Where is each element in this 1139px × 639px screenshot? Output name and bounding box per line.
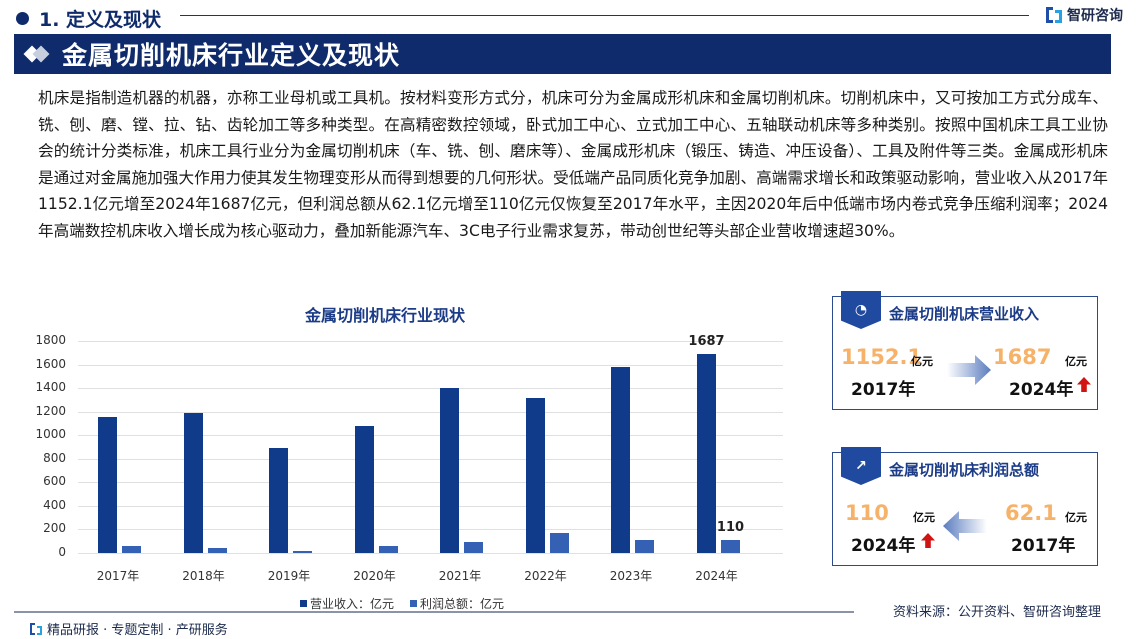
y-axis-tick: 0: [58, 545, 66, 559]
profit-bar: [378, 545, 398, 553]
y-axis-tick: 1600: [35, 356, 66, 371]
profit-bar: [549, 533, 569, 553]
revenue-bar: [696, 354, 716, 553]
y-axis-tick: 1400: [35, 380, 66, 395]
bar-chart: 0 200 400 600 800 1000 1200 1400 1600 1800 2017年 20…: [30, 330, 790, 620]
revenue-bar: [98, 417, 117, 553]
revenue-bar: [183, 412, 203, 553]
gridline: [78, 458, 783, 460]
revenue-2017-value: 1152.1: [841, 345, 923, 369]
legend-label: 利润总额：亿元: [420, 597, 505, 611]
gridline: [78, 482, 783, 484]
x-axis-label: 2017年: [96, 569, 140, 583]
data-label: 1687: [688, 334, 725, 350]
legend-item-revenue: 营业收入：亿元: [300, 595, 394, 612]
revenue-bar: [525, 398, 545, 553]
y-axis-tick: 1200: [35, 403, 66, 418]
footer-divider: [14, 611, 854, 613]
brand-logo-icon: [30, 622, 42, 635]
description-paragraph: 机床是指制造机器的机器，亦称工业母机或工具机。按材料变形方式分，机床可分为金属成…: [38, 89, 1108, 240]
profit-summary-card: ↗ 金属切削机床利润总额 110 亿元 2024年 62.1 亿元 2017年: [832, 447, 1098, 566]
x-axis-label: 2024年: [695, 569, 738, 583]
x-axis-label: 2019年: [267, 569, 311, 583]
x-axis-label: 2020年: [353, 569, 396, 583]
card-title: 金属切削机床营业收入: [889, 305, 1040, 323]
unit-label: 亿元: [1065, 511, 1087, 524]
profit-bar: [293, 550, 312, 553]
year-label: 2024年: [1009, 380, 1074, 400]
section-divider: [180, 15, 1029, 16]
brand-logo: 智研咨询: [1046, 5, 1123, 25]
unit-label: 亿元: [911, 355, 933, 368]
title-banner: 金属切削机床行业定义及现状: [14, 34, 1111, 74]
pie-chart-icon: ◔: [841, 291, 881, 329]
y-axis-tick: 800: [43, 450, 66, 465]
y-axis-tick: 600: [43, 474, 66, 489]
gridline: [78, 364, 783, 366]
section-title: 1. 定义及现状: [39, 8, 162, 31]
revenue-summary-card: ◔ 金属切削机床营业收入 1152.1 亿元 2017年 1687 亿元 202…: [832, 291, 1098, 410]
gridline: [78, 553, 783, 554]
profit-bar: [207, 548, 227, 553]
x-axis-label: 2018年: [182, 569, 225, 583]
y-axis-tick: 400: [43, 497, 66, 512]
data-label: 110: [716, 520, 745, 536]
unit-label: 亿元: [1065, 355, 1087, 368]
profit-2017-value: 62.1: [1005, 501, 1057, 525]
y-axis-tick: 200: [43, 521, 66, 536]
diamond-icon: [23, 45, 50, 63]
legend-swatch-icon: [300, 600, 307, 607]
up-arrow-icon: [921, 533, 935, 548]
x-axis-label: 2021年: [438, 569, 482, 583]
arrow-left-icon: [943, 511, 987, 541]
up-arrow-icon: [1077, 377, 1091, 392]
card-title: 金属切削机床利润总额: [889, 461, 1040, 479]
brand-logo-icon: [1046, 7, 1062, 23]
y-axis-tick: 1800: [35, 333, 66, 347]
revenue-bar: [440, 388, 459, 553]
gridline: [78, 529, 783, 531]
revenue-bar: [354, 425, 374, 553]
gridline: [78, 388, 783, 390]
gridline: [78, 435, 783, 437]
page-title: 金属切削机床行业定义及现状: [62, 41, 401, 70]
x-axis-label: 2022年: [524, 569, 567, 583]
legend-swatch-icon: [410, 600, 418, 607]
profit-bar: [464, 541, 483, 553]
revenue-bar: [269, 448, 288, 553]
chart-title: 金属切削机床行业现状: [305, 306, 466, 325]
section-header: 1. 定义及现状: [16, 4, 161, 32]
revenue-2024-value: 1687: [993, 345, 1052, 369]
data-source: 资料来源：公开资料、智研咨询整理: [892, 605, 1101, 620]
bullet-dot-icon: [16, 11, 29, 25]
profit-bar: [635, 540, 654, 553]
profit-bar: [720, 540, 740, 553]
trend-chart-icon: ↗: [841, 447, 881, 485]
revenue-bar: [611, 366, 630, 553]
year-label: 2017年: [851, 380, 916, 400]
legend-label: 营业收入：亿元: [310, 597, 395, 611]
profit-2024-value: 110: [845, 501, 889, 525]
year-label: 2024年: [851, 536, 916, 556]
x-axis-label: 2023年: [609, 569, 653, 583]
y-axis-tick: 1000: [35, 427, 66, 442]
legend-item-profit: 利润总额：亿元: [410, 595, 504, 612]
gridline: [78, 341, 783, 342]
gridline: [78, 505, 783, 507]
arrow-right-icon: [947, 355, 991, 385]
year-label: 2017年: [1011, 536, 1076, 556]
profit-bar: [122, 545, 141, 553]
chart-legend: 营业收入：亿元 利润总额：亿元: [300, 595, 504, 612]
footer-tagline: 精品研报 · 专题定制 · 产研服务: [30, 619, 228, 638]
brand-name: 智研咨询: [1067, 8, 1123, 24]
tagline-text: 精品研报 · 专题定制 · 产研服务: [47, 623, 228, 638]
gridline: [78, 411, 783, 413]
unit-label: 亿元: [913, 511, 935, 524]
